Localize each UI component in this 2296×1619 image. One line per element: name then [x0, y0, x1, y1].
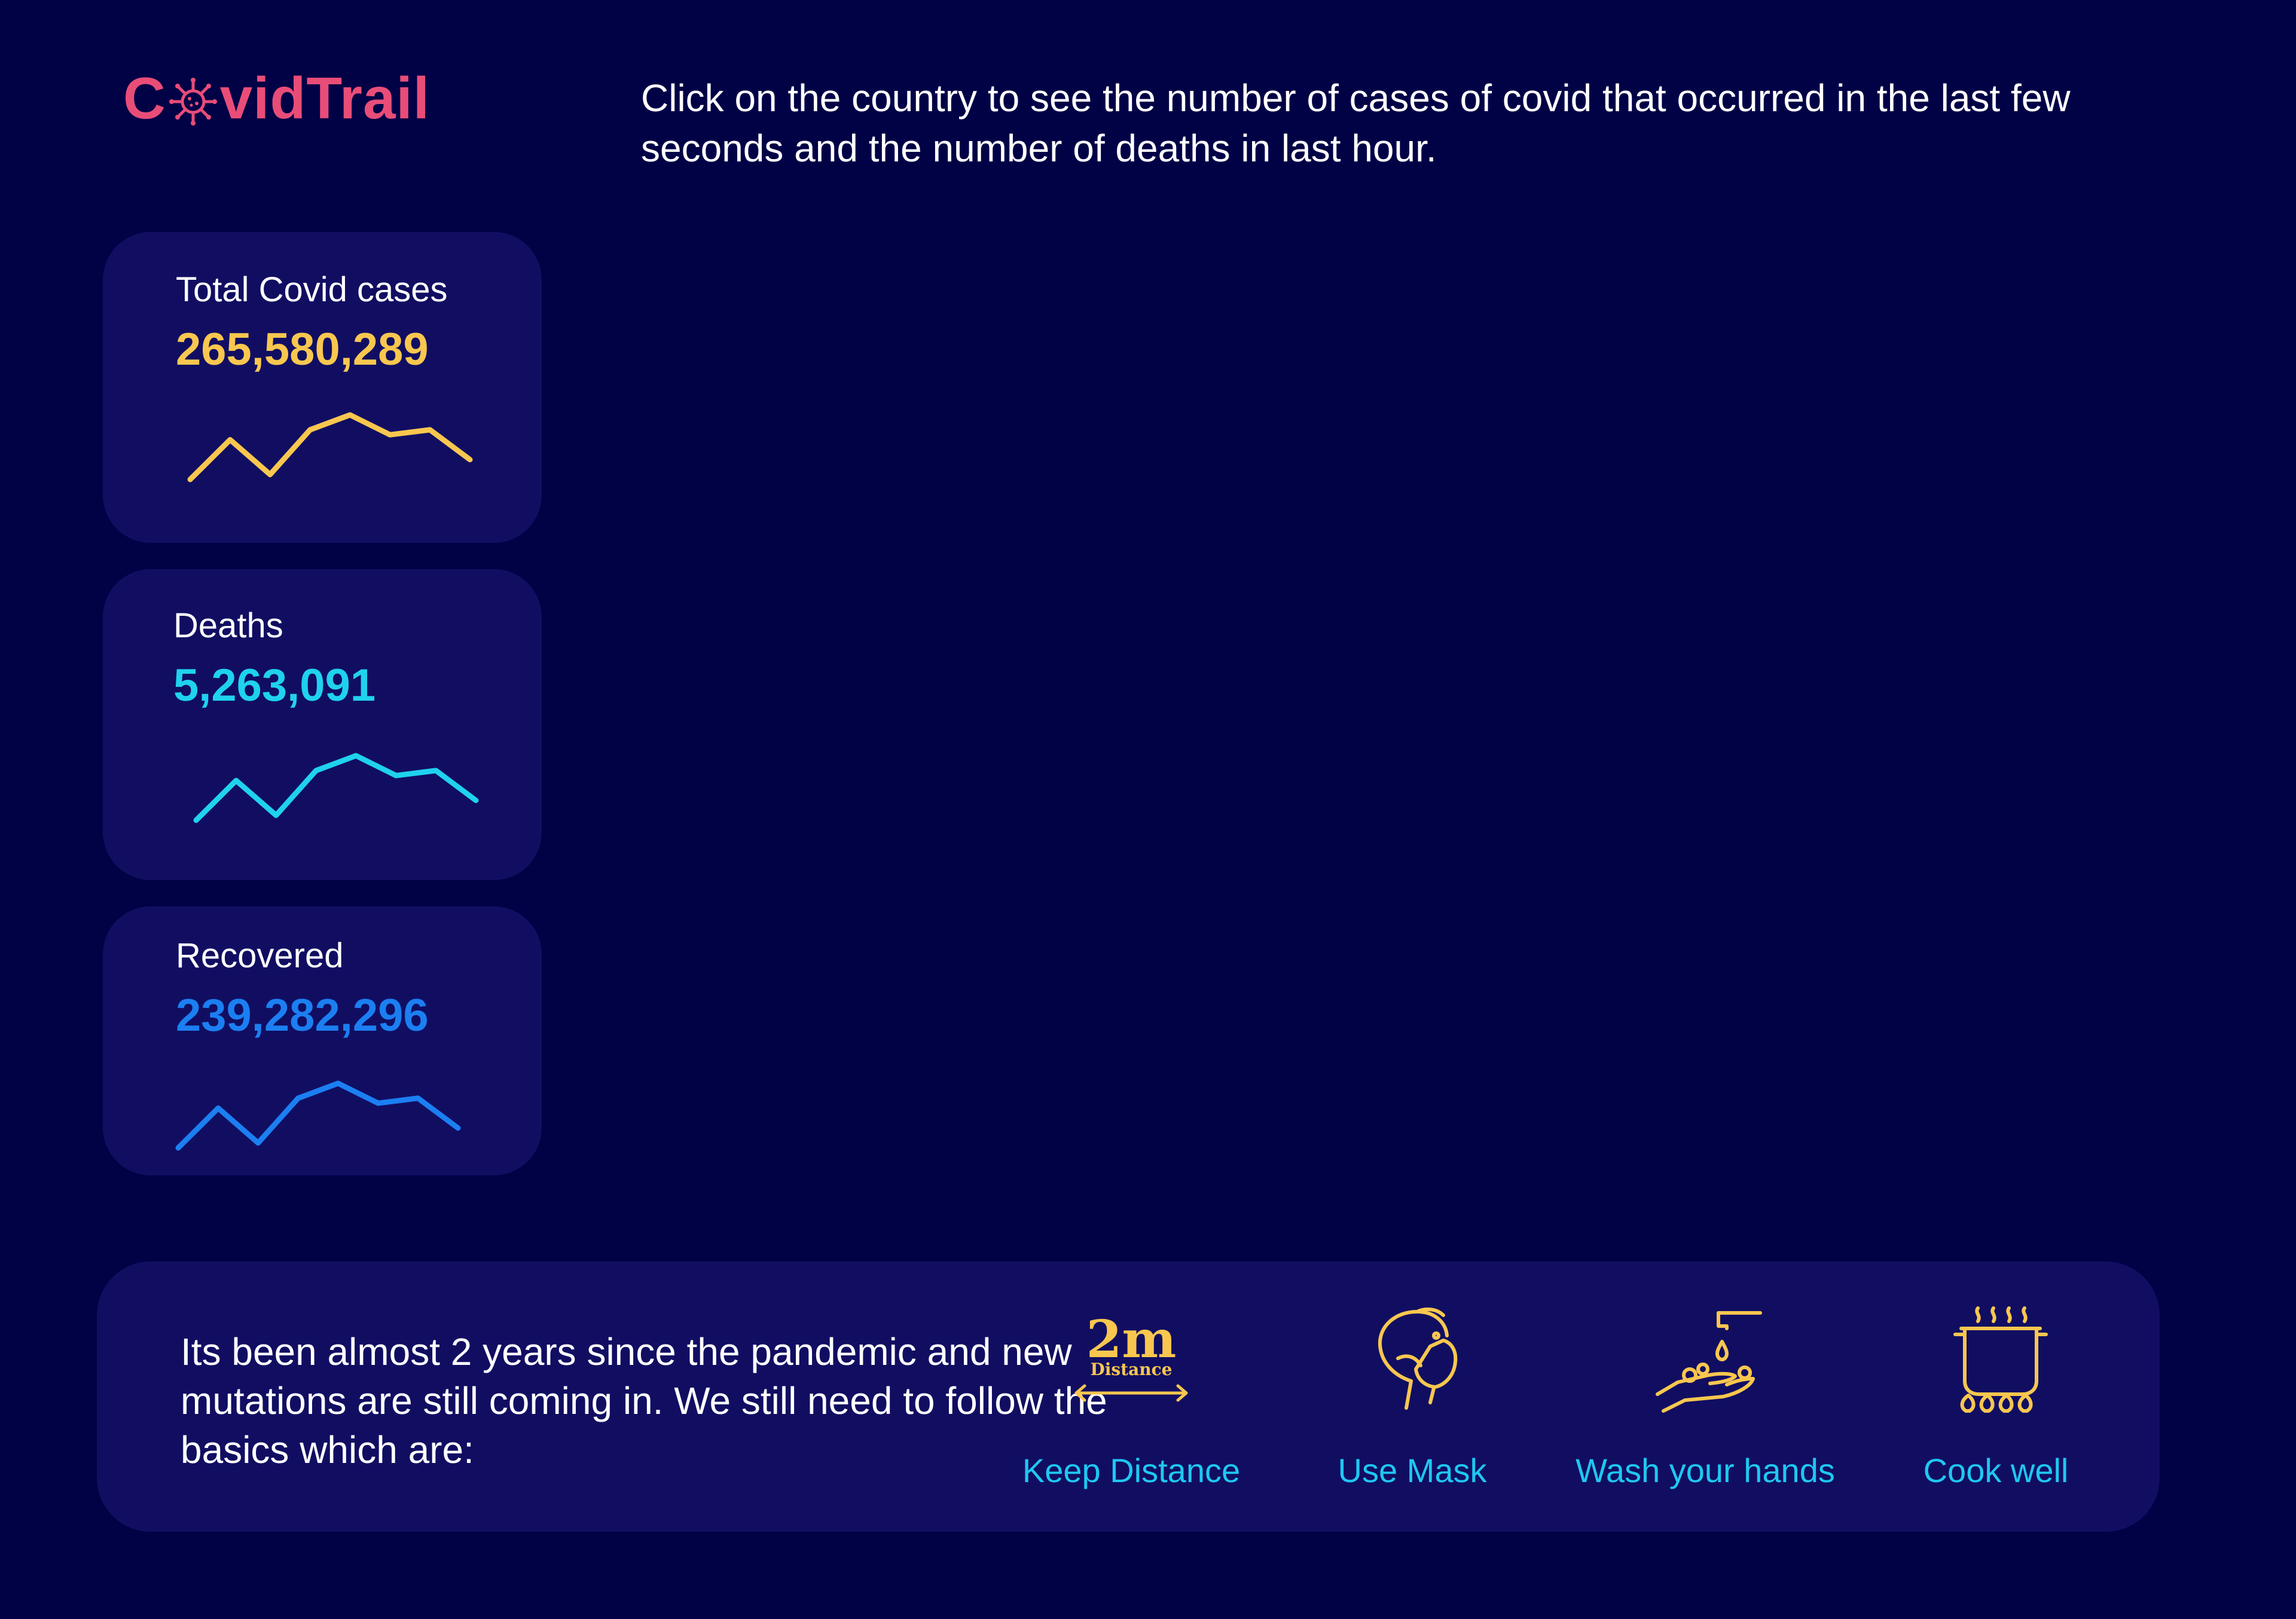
- app-logo[interactable]: C vidTrail: [123, 65, 430, 132]
- sparkline-path: [193, 753, 479, 823]
- mask-icon: [1341, 1291, 1484, 1435]
- logo-text-prefix: C: [123, 65, 166, 131]
- deaths-value: 5,263,091: [173, 660, 376, 711]
- distance-icon: 2m Distance: [1060, 1291, 1203, 1435]
- total-cases-card: Total Covid cases 265,580,289: [103, 232, 542, 543]
- total-cases-value: 265,580,289: [176, 324, 429, 375]
- distance-icon-big-text: 2m: [1086, 1309, 1177, 1370]
- hand-wash-icon: [1634, 1291, 1777, 1435]
- tip-keep-distance[interactable]: 2m Distance Keep Distance: [982, 1291, 1281, 1491]
- virus-icon: [169, 77, 218, 126]
- tip-label-wash-hands: Wash your hands: [1576, 1452, 1835, 1489]
- total-cases-label: Total Covid cases: [176, 270, 448, 309]
- distance-icon-small-text: Distance: [1091, 1360, 1173, 1379]
- logo-text-suffix: vidTrail: [219, 65, 430, 131]
- tip-wash-hands[interactable]: Wash your hands: [1556, 1291, 1855, 1491]
- sparkline-path: [187, 412, 473, 482]
- tip-cook-well[interactable]: Cook well: [1846, 1291, 2145, 1491]
- basics-panel: Its been almost 2 years since the pandem…: [97, 1261, 2160, 1532]
- tip-label-keep-distance: Keep Distance: [1022, 1452, 1241, 1489]
- tip-label-use-mask: Use Mask: [1338, 1452, 1487, 1489]
- cooking-pot-icon: [1924, 1291, 2068, 1435]
- deaths-card: Deaths 5,263,091: [103, 569, 542, 880]
- recovered-sparkline: [175, 1080, 461, 1151]
- tip-use-mask[interactable]: Use Mask: [1263, 1291, 1562, 1491]
- deaths-label: Deaths: [173, 606, 283, 645]
- recovered-value: 239,282,296: [176, 990, 429, 1041]
- map-instruction: Click on the country to see the number o…: [641, 77, 2071, 170]
- recovered-card: Recovered 239,282,296: [103, 906, 542, 1175]
- total-cases-sparkline: [187, 412, 473, 482]
- tip-label-cook-well: Cook well: [1923, 1452, 2069, 1489]
- recovered-label: Recovered: [176, 936, 344, 975]
- deaths-sparkline: [193, 753, 479, 823]
- basics-text: Its been almost 2 years since the pandem…: [181, 1330, 1107, 1471]
- sparkline-path: [175, 1080, 461, 1151]
